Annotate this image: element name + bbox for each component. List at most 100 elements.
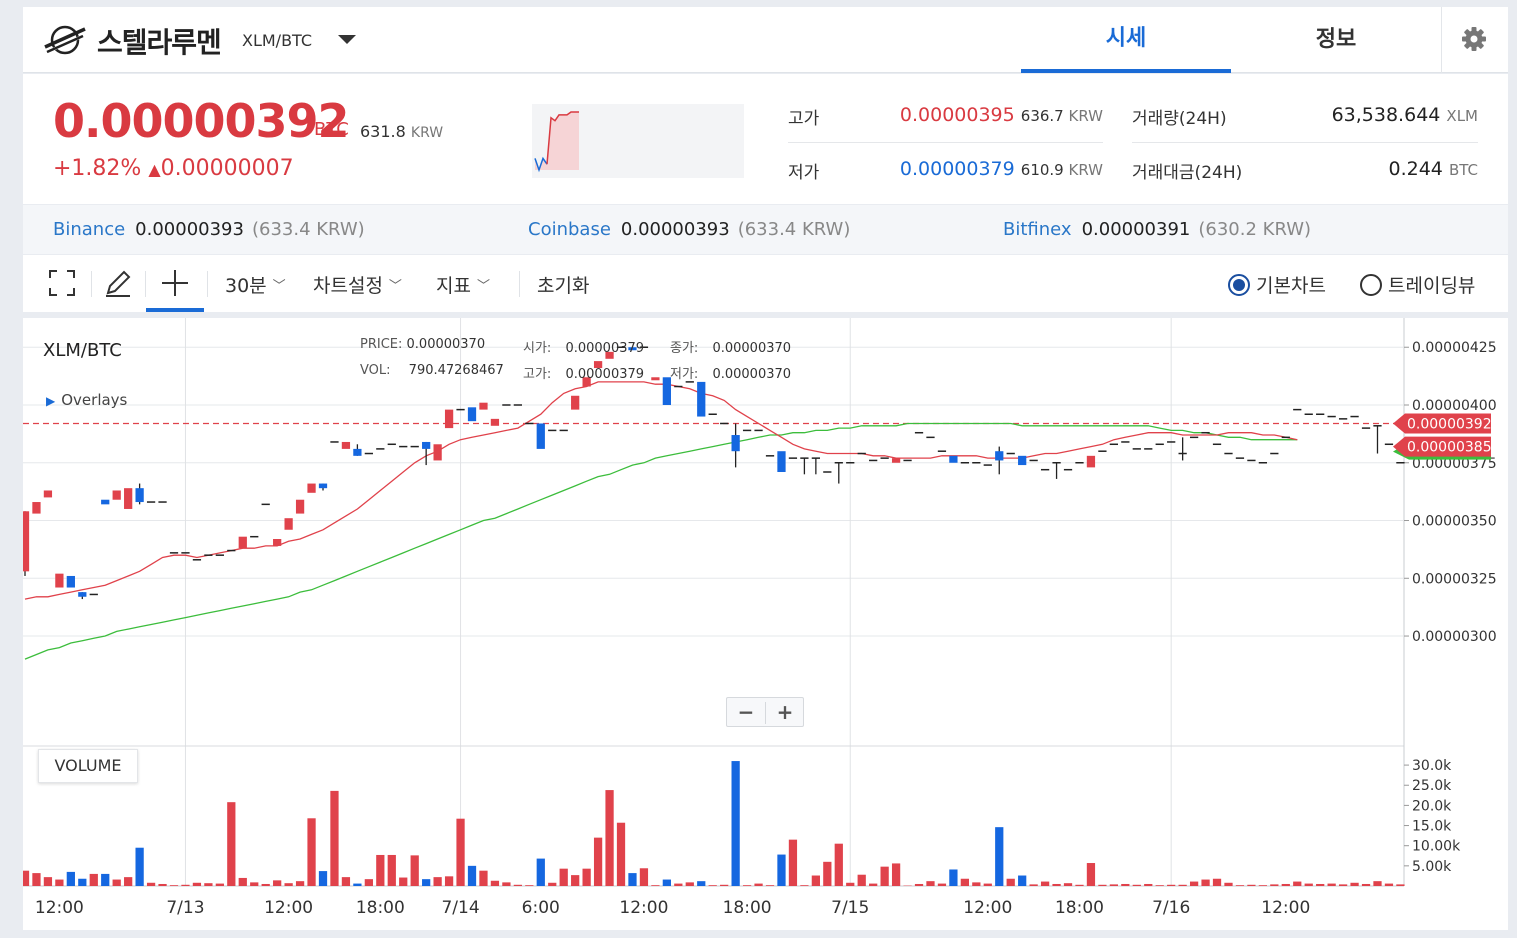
exchange-name[interactable]: Bitfinex	[1003, 219, 1072, 240]
current-price: 0.00000392	[53, 94, 350, 148]
toolbar-separator	[91, 271, 92, 297]
volume-bar	[387, 854, 396, 886]
exchange-name[interactable]: Binance	[53, 219, 126, 240]
exchange-name[interactable]: Coinbase	[528, 219, 611, 240]
volume-bar	[1189, 881, 1199, 886]
candlestick-chart[interactable]: 0.00000425 0.00000400 0.00000375 0.00000350…	[23, 318, 1508, 930]
legend-low-value: 0.00000370	[712, 367, 792, 382]
candle-body	[467, 407, 477, 422]
volume-bar	[720, 884, 729, 886]
volume-bar	[1086, 863, 1096, 886]
up-arrow-icon: ▲	[148, 160, 161, 179]
radio-unchecked-icon[interactable]	[1360, 274, 1382, 296]
volume-bar	[284, 883, 293, 886]
volume-bar	[639, 868, 649, 886]
low-krw: 610.9	[1020, 161, 1064, 179]
volume-bar	[1155, 885, 1164, 886]
stat-divider	[788, 142, 1103, 143]
volume-bar	[800, 885, 809, 886]
overlays-label: Overlays	[61, 391, 128, 409]
candle-body	[43, 490, 53, 498]
volume-bar	[135, 847, 144, 886]
price-chart[interactable]: 0.00000425 0.00000400 0.00000375 0.00000350…	[23, 318, 1508, 930]
x-tick-label: 7/15	[831, 898, 869, 918]
interval-select[interactable]: 30분 ﹀	[225, 271, 286, 298]
exchange-bitfinex[interactable]: Bitfinex 0.00000391 (630.2 KRW)	[1003, 219, 1311, 240]
exchange-prices: Binance 0.00000393 (633.4 KRW) Coinbase 0.0…	[23, 205, 1508, 254]
legend-vol: VOL: 790.47268467	[360, 363, 504, 378]
change-amount: 0.00000007	[160, 156, 294, 181]
high-krw-unit: KRW	[1068, 107, 1103, 125]
candle-body	[307, 483, 316, 493]
volume-bar	[559, 868, 568, 886]
volume-bar	[1350, 882, 1359, 886]
candle-body	[605, 351, 614, 359]
tab-market[interactable]: 시세	[1021, 7, 1231, 73]
krw-unit: KRW	[410, 125, 444, 141]
y-tick-label: 0.00000350	[1412, 514, 1497, 530]
candle-body	[66, 575, 75, 588]
legend-open: 시가: 0.00000379	[523, 337, 644, 356]
candle-body	[995, 451, 1004, 461]
y-axis-ticks: 0.00000425 0.00000400 0.00000375 0.00000350…	[1404, 340, 1497, 875]
volume-bar	[399, 877, 408, 886]
vol-tick-label: 15.0k	[1412, 819, 1452, 835]
legend-low: 저가: 0.00000370	[670, 363, 791, 382]
volume-bar	[89, 873, 98, 886]
volume-bar	[1052, 883, 1061, 886]
crosshair-icon[interactable]	[160, 268, 190, 298]
x-tick-label: 6:00	[522, 898, 560, 918]
legend-open-label: 시가:	[523, 341, 552, 356]
fullscreen-icon[interactable]	[47, 268, 77, 298]
chart-settings-menu[interactable]: 차트설정 ﹀	[313, 271, 402, 298]
price-sparkline	[532, 104, 744, 178]
volume-bar	[765, 885, 775, 886]
coin-dropdown-icon[interactable]	[337, 29, 357, 49]
volume-bar	[1212, 878, 1222, 886]
candle-body	[891, 458, 901, 463]
radio-basic-chart[interactable]: 기본차트	[1228, 271, 1326, 298]
candle-body	[731, 435, 740, 452]
volume-bar	[112, 879, 121, 886]
zoom-in-button[interactable]: +	[776, 700, 794, 724]
reset-button[interactable]: 초기화	[537, 275, 590, 297]
volume-bar	[181, 884, 190, 886]
volume-bar	[1338, 884, 1348, 886]
gear-icon[interactable]	[1460, 25, 1488, 53]
current-price-krw: 631.8 KRW	[360, 122, 443, 141]
candle-body	[444, 409, 454, 429]
volume-24h-unit: XLM	[1446, 107, 1478, 125]
high-krw: 636.7	[1020, 107, 1064, 125]
volume-bar	[1270, 884, 1279, 886]
candle-body	[273, 539, 282, 546]
volume-bar	[869, 883, 878, 886]
exchange-binance[interactable]: Binance 0.00000393 (633.4 KRW)	[53, 219, 365, 240]
y-tick-label: 0.00000300	[1412, 629, 1497, 645]
volume-bar	[1293, 881, 1302, 886]
x-tick-label: 12:00	[264, 898, 313, 918]
exchange-coinbase[interactable]: Coinbase 0.00000393 (633.4 KRW)	[528, 219, 850, 240]
radio-tradingview[interactable]: 트레이딩뷰	[1360, 271, 1475, 298]
legend-price-value: 0.00000370	[406, 337, 486, 352]
ma-long-line	[24, 422, 1298, 660]
candle-body	[433, 444, 442, 461]
interval-label: 30분	[225, 275, 267, 297]
indicators-menu[interactable]: 지표 ﹀	[436, 271, 490, 298]
candle-body	[295, 499, 305, 514]
volume-bar	[983, 883, 992, 886]
vol-tick-label: 10.00k	[1412, 839, 1461, 855]
volume-bar	[32, 873, 41, 886]
zoom-out-button[interactable]: −	[737, 700, 755, 724]
candle-body	[1086, 455, 1096, 468]
volume-bar	[777, 854, 786, 886]
radio-checked-icon[interactable]	[1228, 274, 1250, 296]
candle-body	[777, 451, 786, 472]
volume-bar	[605, 790, 614, 886]
high-krw-group: 636.7 KRW	[1021, 107, 1103, 125]
overlays-toggle[interactable]: ▶ Overlays	[46, 391, 127, 409]
volume-bar	[204, 883, 213, 886]
candle-body	[23, 511, 30, 572]
pencil-icon[interactable]	[103, 268, 133, 298]
candle-body	[101, 499, 110, 505]
tab-info[interactable]: 정보	[1315, 27, 1357, 52]
